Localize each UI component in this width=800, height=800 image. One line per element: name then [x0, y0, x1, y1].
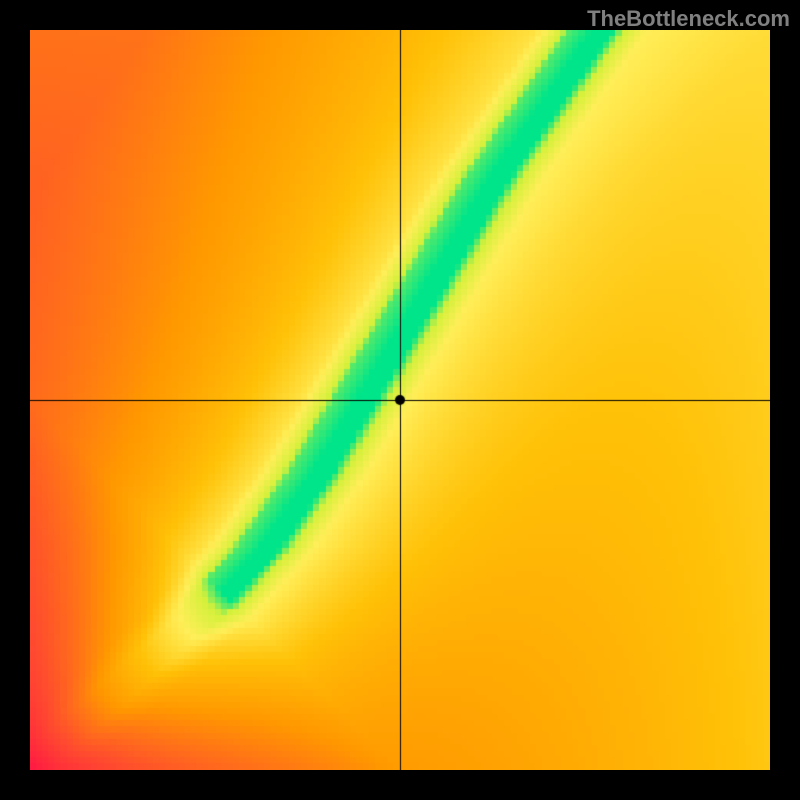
bottleneck-heatmap [30, 30, 770, 770]
watermark-text: TheBottleneck.com [587, 6, 790, 32]
stage: TheBottleneck.com [0, 0, 800, 800]
